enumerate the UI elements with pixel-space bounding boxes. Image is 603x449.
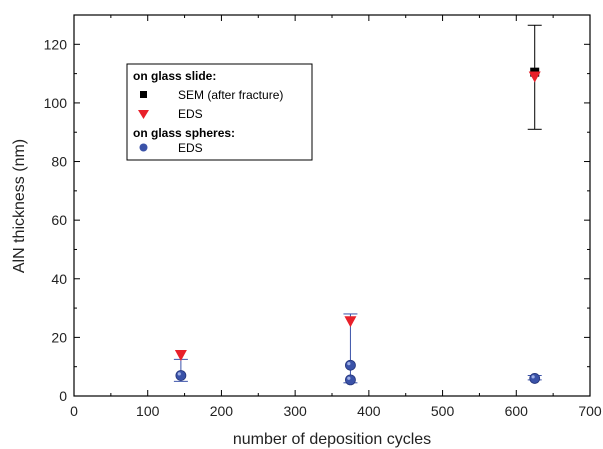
y-axis-label: AlN thickness (nm) <box>11 139 28 273</box>
data-point-sphere-highlight <box>531 375 535 379</box>
x-tick-label: 100 <box>136 403 160 419</box>
x-tick-label: 600 <box>505 403 529 419</box>
data-point-sphere <box>345 374 356 386</box>
y-tick-label: 60 <box>51 212 67 228</box>
x-tick-label: 500 <box>431 403 455 419</box>
y-tick-label: 80 <box>51 154 67 170</box>
data-point-sphere-highlight <box>347 376 351 380</box>
legend-item-eds-slide: EDS <box>178 107 203 121</box>
data-point-sphere <box>529 373 541 384</box>
legend-group-glass-spheres: on glass spheres: <box>133 126 235 140</box>
x-tick-label: 400 <box>357 403 381 419</box>
data-point-sphere <box>345 359 356 371</box>
y-tick-label: 120 <box>44 36 68 52</box>
legend-sphere-marker-icon <box>139 143 148 152</box>
data-point-sphere-highlight <box>177 372 181 376</box>
x-tick-label: 0 <box>70 403 78 419</box>
x-tick-label: 200 <box>210 403 234 419</box>
x-tick-label: 300 <box>283 403 307 419</box>
legend: on glass slide: SEM (after fracture) EDS… <box>126 63 313 161</box>
legend-group-glass-slide: on glass slide: <box>133 69 216 83</box>
y-tick-label: 40 <box>51 271 67 287</box>
x-axis-label: number of deposition cycles <box>233 431 431 448</box>
legend-square-marker-icon <box>140 91 147 98</box>
data-point-triangle <box>344 316 357 328</box>
data-point-triangle <box>174 349 187 361</box>
plot-axes: 0 100 200 300 400 500 600 700 0 20 40 60 80 100 120 <box>44 14 602 419</box>
legend-item-eds-spheres: EDS <box>178 141 203 155</box>
y-tick-label: 100 <box>44 95 68 111</box>
legend-item-sem: SEM (after fracture) <box>178 88 283 102</box>
legend-box <box>126 63 313 161</box>
legend-triangle-marker-icon <box>138 110 149 119</box>
data-point-triangle <box>528 71 541 83</box>
data-point-sphere-highlight <box>347 362 351 366</box>
data-points <box>174 67 541 386</box>
y-tick-label: 20 <box>51 329 67 345</box>
data-point-sphere <box>175 370 187 381</box>
y-tick-label: 0 <box>59 388 67 404</box>
x-tick-label: 700 <box>578 403 602 419</box>
